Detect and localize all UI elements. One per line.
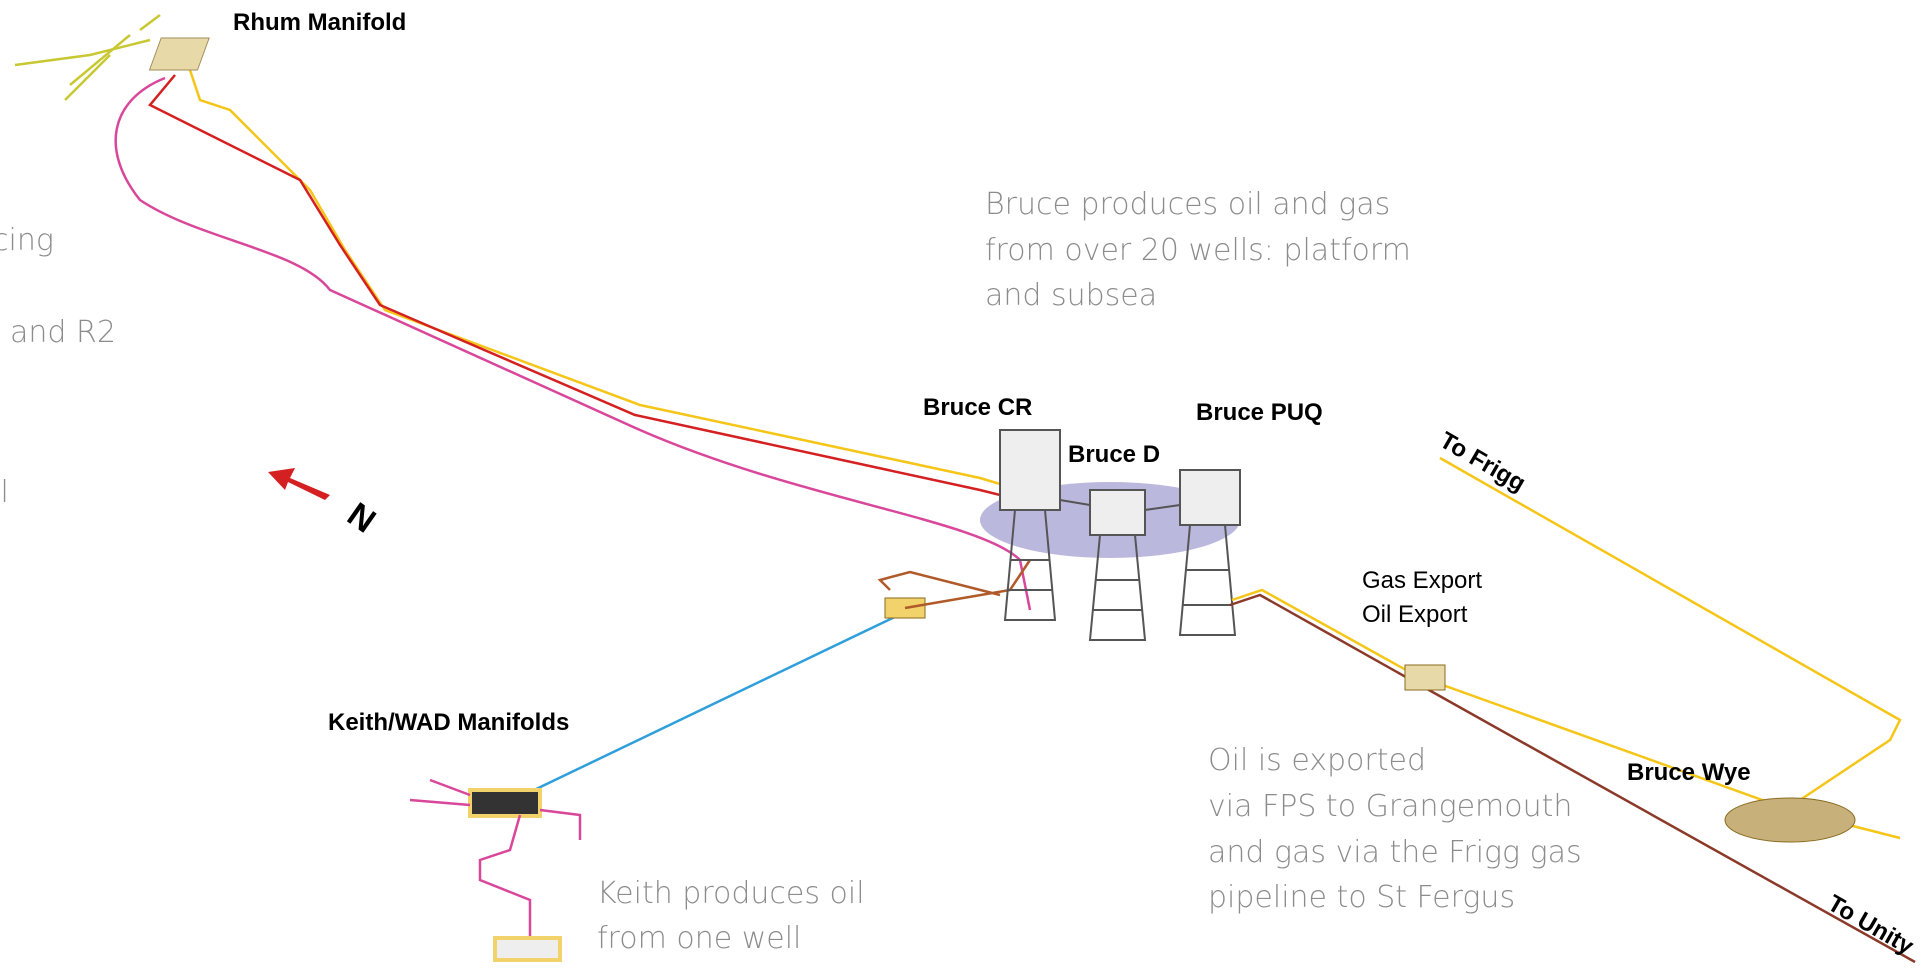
note: and gas via the Frigg gas <box>1208 835 1582 870</box>
label: Oil Export <box>1362 601 1468 628</box>
north-arrow <box>268 468 330 500</box>
label: Bruce D <box>1068 441 1160 468</box>
rhum-manifold <box>150 38 210 70</box>
note: Bruce produces oil and gas <box>985 187 1390 222</box>
note: and R2 <box>10 315 116 350</box>
label: Gas Export <box>1362 567 1482 594</box>
note: el <box>0 475 9 510</box>
gas-pipeline <box>190 70 1020 490</box>
bruce-wye <box>1725 798 1855 842</box>
note: Oil is exported <box>1208 743 1426 778</box>
field-diagram: N Rhum Manifold Bruce CR Bruce D Bruce P… <box>0 0 1921 980</box>
label: Keith/WAD Manifolds <box>328 709 569 736</box>
export-manifold <box>1405 665 1445 690</box>
keith-pipeline <box>530 612 905 792</box>
oil-pipeline <box>150 75 1020 500</box>
note: from one well <box>597 921 801 956</box>
label: Bruce Wye <box>1627 759 1751 786</box>
label: Bruce CR <box>923 394 1032 421</box>
note: pipeline to St Fergus <box>1208 880 1515 915</box>
note: cing <box>0 223 54 258</box>
rhum-flowlines <box>15 15 160 100</box>
note: and subsea <box>985 278 1157 313</box>
note: from over 20 wells: platform <box>985 233 1411 268</box>
label: Bruce PUQ <box>1196 399 1323 426</box>
label: To Unity <box>1823 890 1919 961</box>
note: via FPS to Grangemouth <box>1208 789 1572 824</box>
north-label: N <box>340 495 382 540</box>
frigg-line <box>1440 458 1900 800</box>
note: Keith produces oil <box>597 876 865 911</box>
keith-well <box>495 938 560 960</box>
label: Rhum Manifold <box>233 9 406 36</box>
keith-manifold <box>470 790 540 816</box>
